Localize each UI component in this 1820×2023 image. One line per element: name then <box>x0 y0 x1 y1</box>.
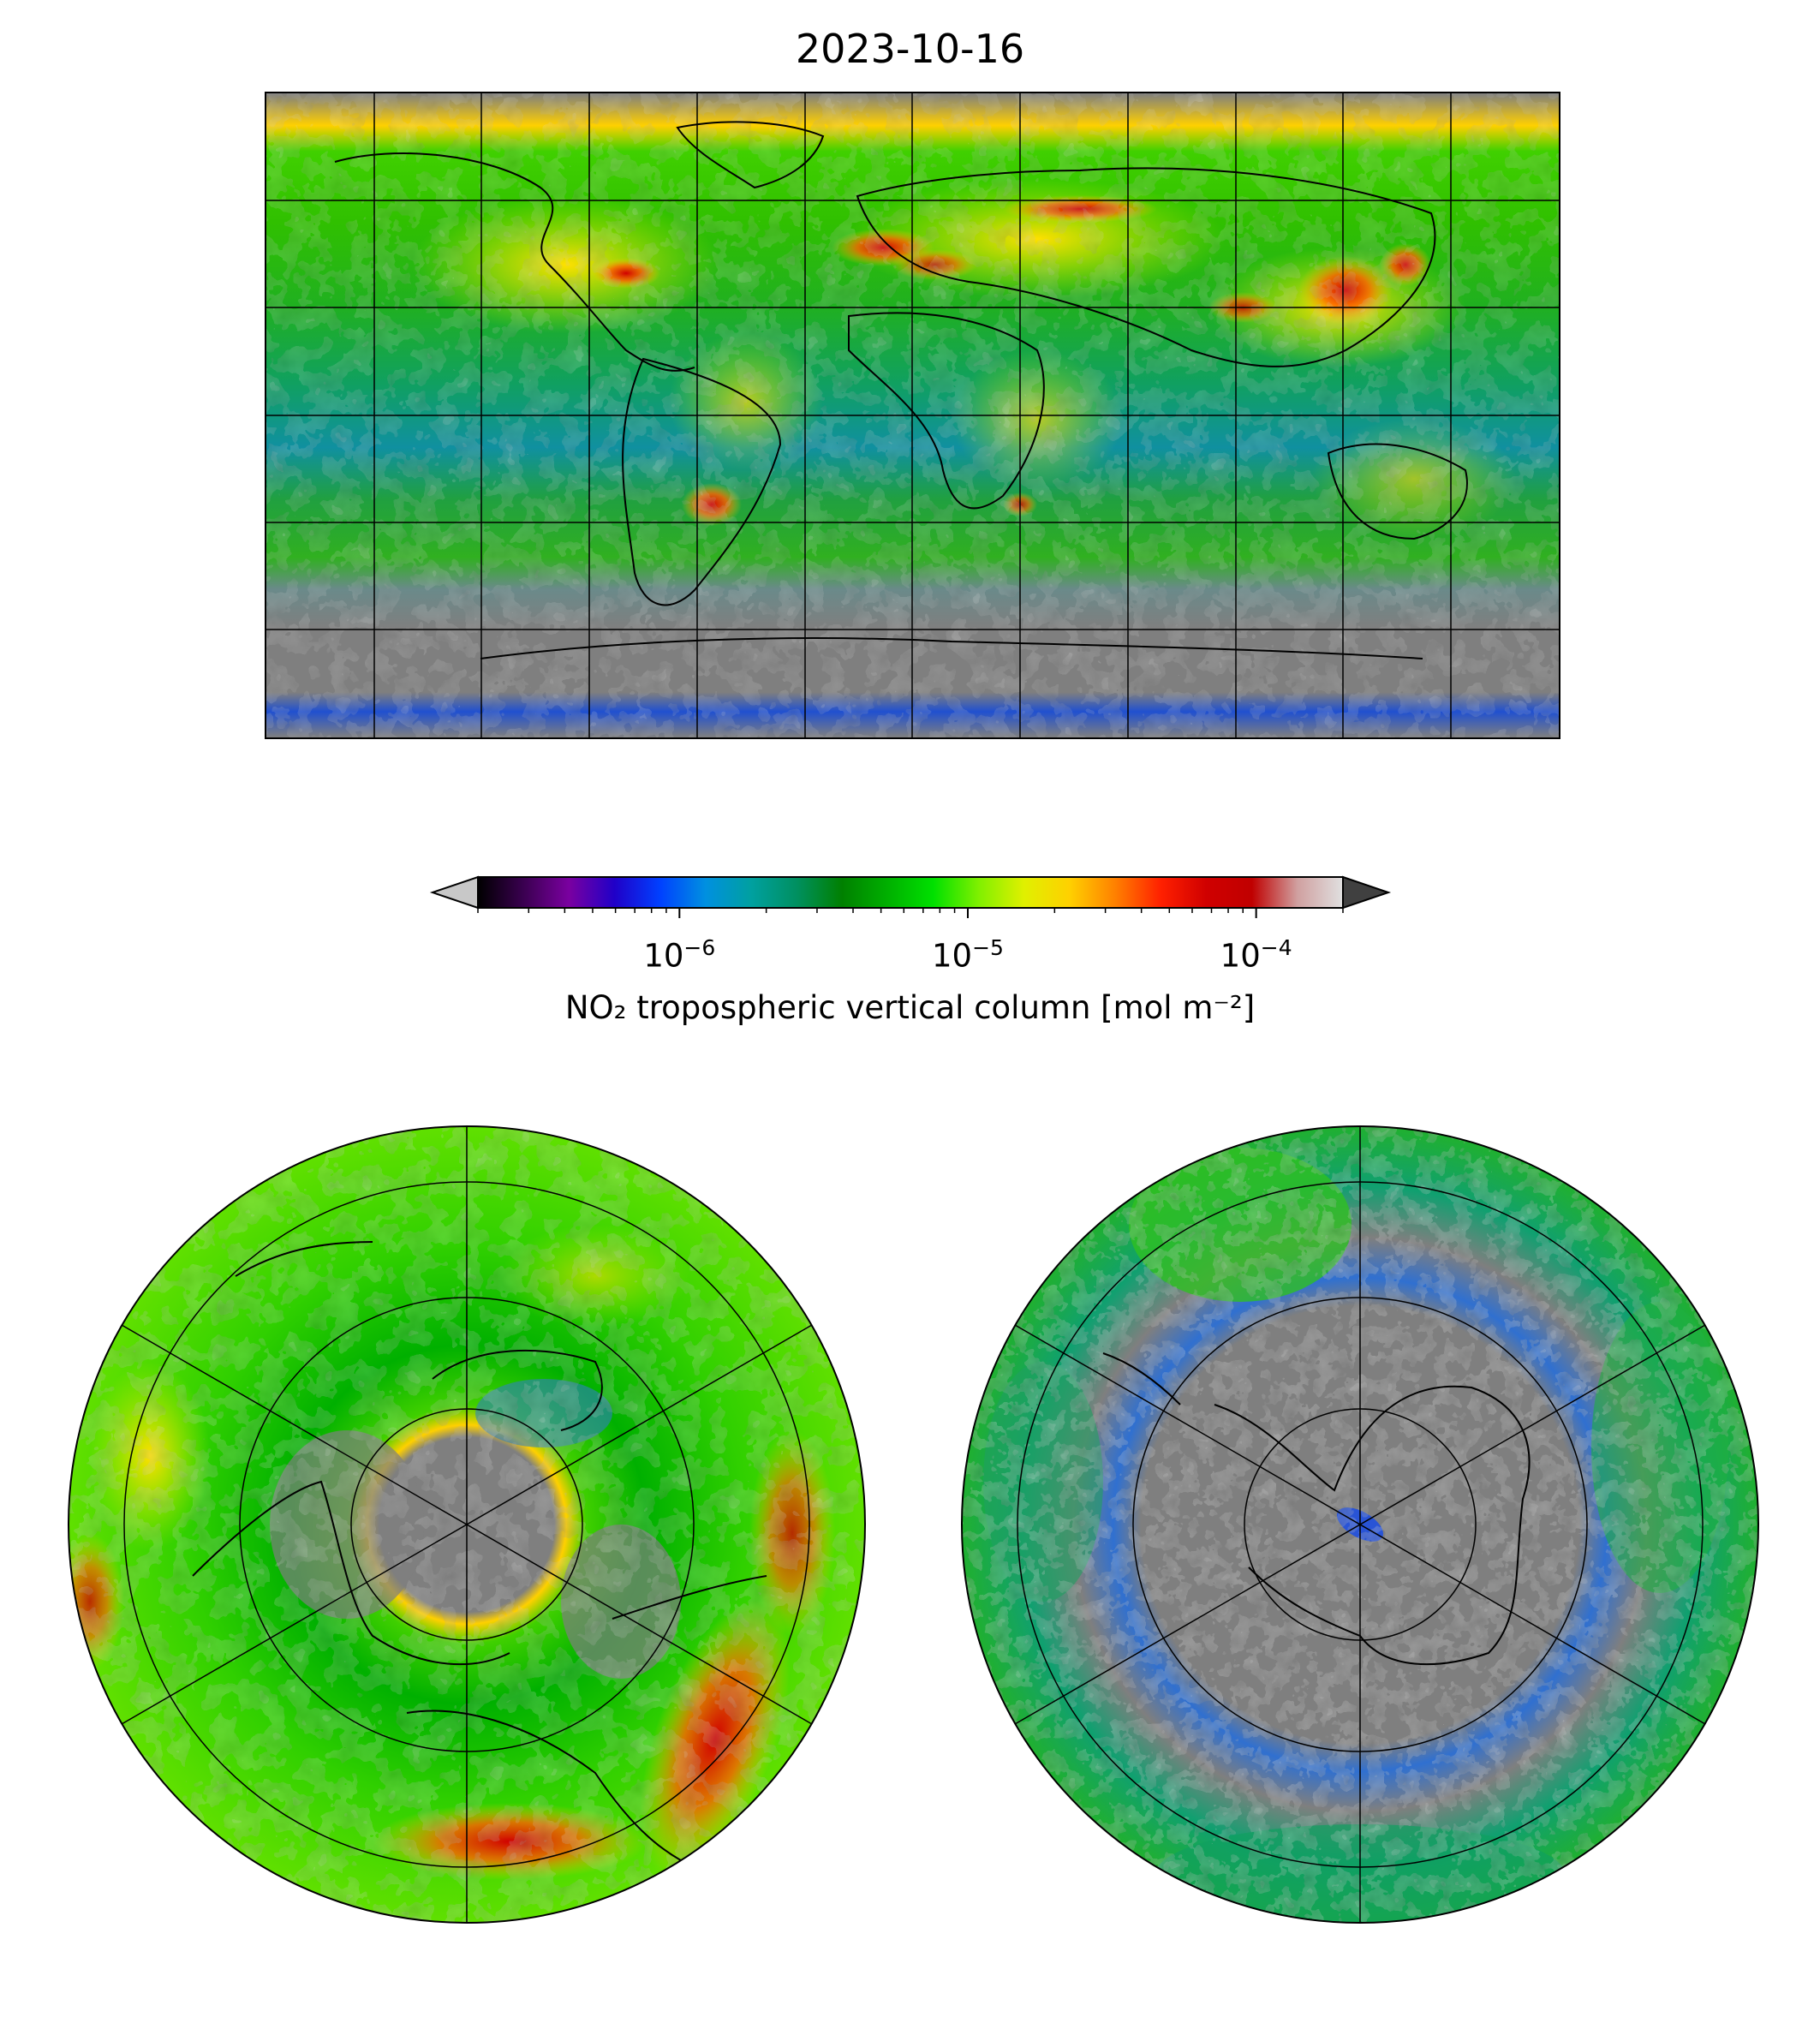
global-map-svg <box>266 93 1559 737</box>
colorbar-bar <box>477 876 1344 909</box>
north-polar-map <box>68 1125 866 1924</box>
colorbar-tick-label: 10−5 <box>932 935 1004 975</box>
colorbar-svg <box>429 875 1392 918</box>
colorbar-over-extension <box>1342 875 1392 910</box>
colorbar-tick-label: 10−4 <box>1220 935 1292 975</box>
colorbar-ticks <box>477 908 1344 918</box>
global-map <box>265 92 1560 739</box>
south-polar-map <box>961 1125 1759 1924</box>
colorbar-under-extension <box>429 875 479 910</box>
figure-title: 2023-10-16 <box>795 26 1025 72</box>
colorbar-tick-label: 10−6 <box>643 935 716 975</box>
colorbar-label: NO₂ tropospheric vertical column [mol m⁻… <box>564 989 1256 1026</box>
